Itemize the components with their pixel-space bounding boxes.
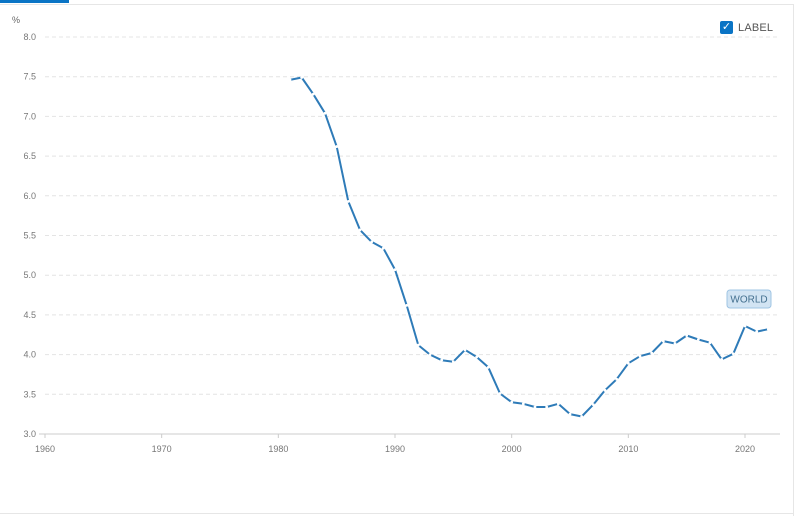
data-point bbox=[288, 78, 292, 82]
series-layer bbox=[288, 76, 770, 418]
y-tick-label: 8.0 bbox=[23, 32, 36, 42]
y-tick-label: 5.5 bbox=[23, 231, 36, 241]
data-point bbox=[545, 405, 549, 409]
y-tick-label: 4.0 bbox=[23, 350, 36, 360]
data-point bbox=[708, 341, 712, 345]
data-point bbox=[696, 338, 700, 341]
y-tick-label: 3.0 bbox=[23, 429, 36, 439]
y-tick-label: 6.0 bbox=[23, 191, 36, 201]
data-point bbox=[673, 342, 677, 345]
data-point bbox=[463, 348, 467, 352]
data-point bbox=[661, 339, 665, 343]
top-border bbox=[0, 4, 794, 5]
data-point bbox=[521, 402, 525, 406]
data-point bbox=[428, 353, 432, 356]
data-point bbox=[370, 240, 374, 244]
data-point bbox=[405, 303, 409, 307]
y-tick-label: 5.0 bbox=[23, 270, 36, 280]
gridlines bbox=[45, 36, 780, 435]
data-point bbox=[568, 412, 572, 416]
data-point bbox=[591, 403, 595, 407]
y-tick-label: 4.5 bbox=[23, 310, 36, 320]
data-point bbox=[475, 355, 479, 359]
data-point bbox=[486, 365, 490, 369]
data-point bbox=[650, 351, 654, 355]
data-point bbox=[440, 358, 444, 362]
y-axis-unit-label: % bbox=[12, 15, 20, 25]
data-point bbox=[603, 388, 607, 392]
bottom-border bbox=[0, 513, 794, 514]
x-tick-label: 2000 bbox=[502, 444, 522, 454]
data-point bbox=[346, 199, 350, 203]
data-point bbox=[766, 327, 770, 331]
data-point bbox=[416, 343, 420, 347]
data-point bbox=[638, 354, 642, 358]
data-point bbox=[743, 324, 747, 328]
y-tick-label: 3.5 bbox=[23, 389, 36, 399]
y-tick-label: 7.5 bbox=[23, 72, 36, 82]
legend-checkbox[interactable]: ✓ bbox=[720, 21, 733, 34]
y-tick-label: 6.5 bbox=[23, 151, 36, 161]
data-point bbox=[685, 334, 689, 337]
x-tick-label: 1960 bbox=[35, 444, 55, 454]
data-point bbox=[335, 145, 339, 148]
x-tick-label: 2020 bbox=[735, 444, 755, 454]
data-point bbox=[755, 330, 759, 333]
series-line-world bbox=[289, 76, 770, 418]
legend[interactable]: ✓ LABEL bbox=[720, 21, 773, 34]
data-point bbox=[393, 268, 397, 272]
data-point bbox=[358, 228, 362, 232]
active-tab-indicator bbox=[0, 0, 69, 3]
y-axis: 3.0 3.5 4.0 4.5 5.0 5.5 6.0 6.5 7.0 7.5 8.0 bbox=[23, 32, 36, 439]
legend-label: LABEL bbox=[738, 21, 774, 34]
x-axis: 1960 1970 1980 1990 2000 2010 2020 bbox=[35, 433, 780, 454]
data-point bbox=[556, 402, 560, 406]
data-point bbox=[720, 357, 724, 361]
annotation-label: WORLD bbox=[730, 295, 767, 306]
data-point bbox=[731, 352, 735, 356]
data-point bbox=[300, 76, 304, 79]
data-point bbox=[510, 400, 514, 404]
x-tick-label: 1990 bbox=[385, 444, 405, 454]
data-point bbox=[626, 361, 630, 365]
y-tick-label: 7.0 bbox=[23, 111, 36, 121]
world-annotation[interactable]: WORLD bbox=[726, 289, 772, 309]
data-point bbox=[533, 405, 537, 409]
data-point bbox=[498, 392, 502, 395]
data-point bbox=[323, 111, 327, 115]
annotation-box[interactable] bbox=[726, 289, 772, 309]
x-tick-label: 1970 bbox=[152, 444, 172, 454]
data-point bbox=[381, 246, 385, 250]
data-point bbox=[311, 92, 315, 96]
data-point bbox=[615, 377, 619, 381]
x-tick-label: 2010 bbox=[618, 444, 638, 454]
x-tick-label: 1980 bbox=[268, 444, 288, 454]
data-point bbox=[580, 415, 584, 418]
data-point bbox=[451, 360, 455, 364]
